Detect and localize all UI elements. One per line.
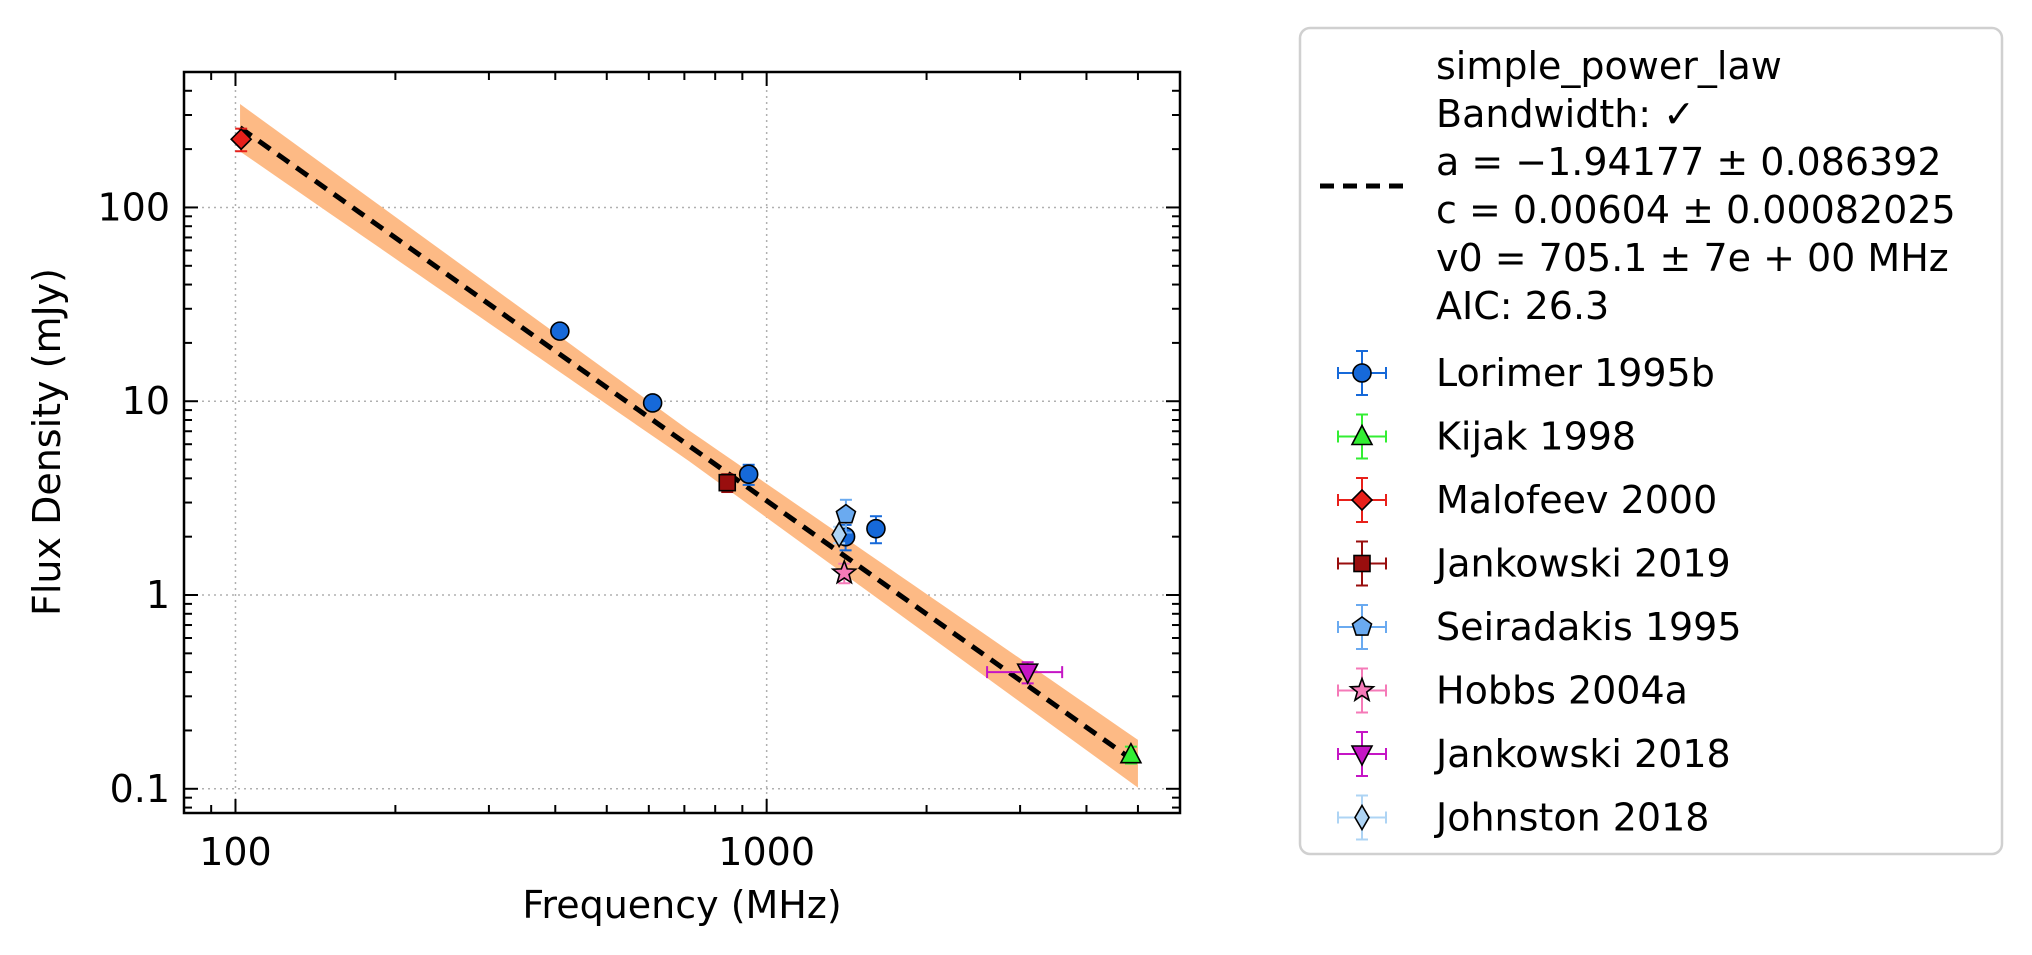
- data-point: [835, 503, 857, 524]
- legend-label: Jankowski 2018: [1434, 732, 1731, 776]
- y-tick-label: 0.1: [110, 767, 170, 811]
- grid-lines: [184, 72, 1180, 813]
- legend-label: Jankowski 2019: [1434, 542, 1731, 586]
- x-tick-label: 100: [199, 830, 272, 874]
- legend-fit-text: simple_power_law: [1436, 44, 1782, 88]
- legend-label: Lorimer 1995b: [1436, 351, 1715, 395]
- y-tick-label: 100: [97, 185, 170, 229]
- legend-fit-text: Bandwidth: ✓: [1436, 92, 1695, 136]
- y-tick-label: 1: [146, 573, 170, 617]
- legend-label: Seiradakis 1995: [1436, 605, 1742, 649]
- legend-marker: [1350, 488, 1374, 512]
- data-point: [550, 321, 570, 341]
- legend-label: Malofeev 2000: [1436, 478, 1717, 522]
- legend-marker: [1351, 616, 1373, 636]
- legend-marker: [1353, 554, 1371, 573]
- data-points-layer: [230, 127, 1143, 765]
- data-point: [230, 128, 253, 151]
- legend-fit-text: AIC: 26.3: [1436, 284, 1609, 328]
- legend-fit-text: a = −1.94177 ± 0.086392: [1436, 140, 1942, 184]
- legend-marker: [1350, 423, 1374, 446]
- fit-layer: [238, 103, 1140, 788]
- legend-fit-text: c = 0.00604 ± 0.00082025: [1436, 188, 1956, 232]
- legend-fit-text: v0 = 705.1 ± 7e + 00 MHz: [1436, 236, 1949, 280]
- y-axis-title: Flux Density (mJy): [25, 268, 69, 616]
- axis-ticks: 100 1000 0.1 1 10 100: [97, 71, 1181, 874]
- legend-marker: [1350, 745, 1374, 767]
- legend-frame: [1298, 26, 2004, 856]
- data-point: [866, 518, 886, 539]
- data-point: [831, 521, 848, 549]
- x-tick-label: 1000: [718, 830, 815, 874]
- data-point: [830, 558, 858, 585]
- fit-uncertainty-band: [240, 103, 1138, 788]
- y-tick-label: 10: [122, 379, 170, 423]
- legend-label: Hobbs 2004a: [1436, 669, 1688, 713]
- legend-label: Kijak 1998: [1436, 415, 1636, 459]
- plot-frame: [182, 70, 1182, 815]
- data-point: [718, 473, 737, 492]
- data-point: [642, 393, 663, 413]
- legend-marker: [1354, 803, 1370, 832]
- legend-marker: [1352, 363, 1372, 383]
- data-point: [738, 464, 759, 485]
- data-point: [1119, 741, 1143, 764]
- x-axis-title: Frequency (MHz): [522, 883, 841, 927]
- legend-label: Johnston 2018: [1434, 796, 1709, 840]
- data-point: [1016, 663, 1039, 685]
- legend-marker: [1348, 676, 1376, 703]
